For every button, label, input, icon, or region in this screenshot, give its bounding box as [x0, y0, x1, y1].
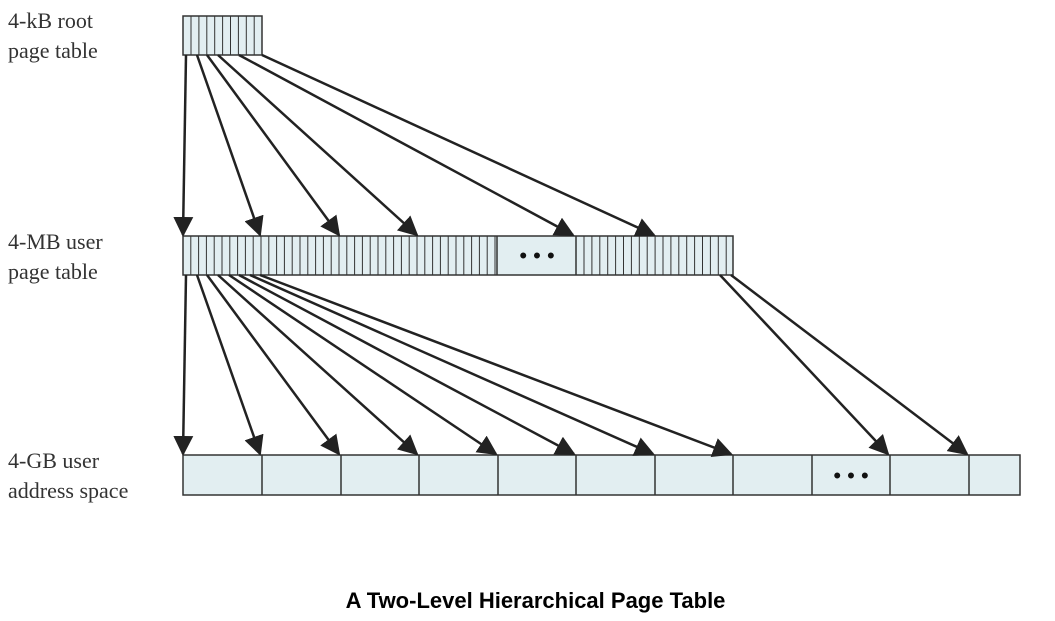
address-space-ellipsis: • • •	[833, 463, 868, 488]
user-entry-arrow	[259, 273, 733, 457]
root-to-user-arrows	[173, 53, 656, 237]
root-entry-arrow	[195, 54, 264, 237]
user-table-label: 4-MB user page table	[8, 227, 103, 287]
root-entry-arrow	[261, 53, 656, 237]
user-table-label-line1: 4-MB user	[8, 229, 103, 254]
user-address-space: • • •	[182, 454, 1021, 496]
address-space-label-line1: 4-GB user	[8, 448, 100, 473]
user-entry-arrow	[719, 274, 890, 456]
user-entry-arrow	[173, 274, 194, 456]
user-entry-arrow	[205, 274, 341, 456]
user-entry-arrow	[228, 273, 498, 456]
user-entry-arrow	[238, 273, 576, 456]
root-page-table	[182, 15, 263, 56]
user-table-ellipsis: • • •	[519, 243, 554, 268]
root-entry-arrow	[173, 54, 194, 237]
user-entry-arrow	[217, 274, 419, 456]
user-entry-arrow	[249, 273, 655, 456]
user-entry-arrow	[730, 274, 969, 456]
address-space-label: 4-GB user address space	[8, 446, 128, 506]
address-space-label-line2: address space	[8, 478, 129, 503]
figure-caption: A Two-Level Hierarchical Page Table	[345, 588, 726, 613]
root-entry-arrow	[217, 54, 419, 237]
root-table-label-line2: page table	[8, 38, 98, 63]
user-entry-arrow	[195, 274, 264, 456]
user-to-space-arrows	[173, 273, 969, 457]
root-entry-arrow	[205, 54, 341, 237]
user-page-table: • • •	[182, 235, 734, 276]
root-entry-arrow	[238, 53, 575, 237]
root-table-label: 4-kB root page table	[8, 6, 98, 66]
user-table-label-line2: page table	[8, 259, 98, 284]
root-table-label-line1: 4-kB root	[8, 8, 93, 33]
